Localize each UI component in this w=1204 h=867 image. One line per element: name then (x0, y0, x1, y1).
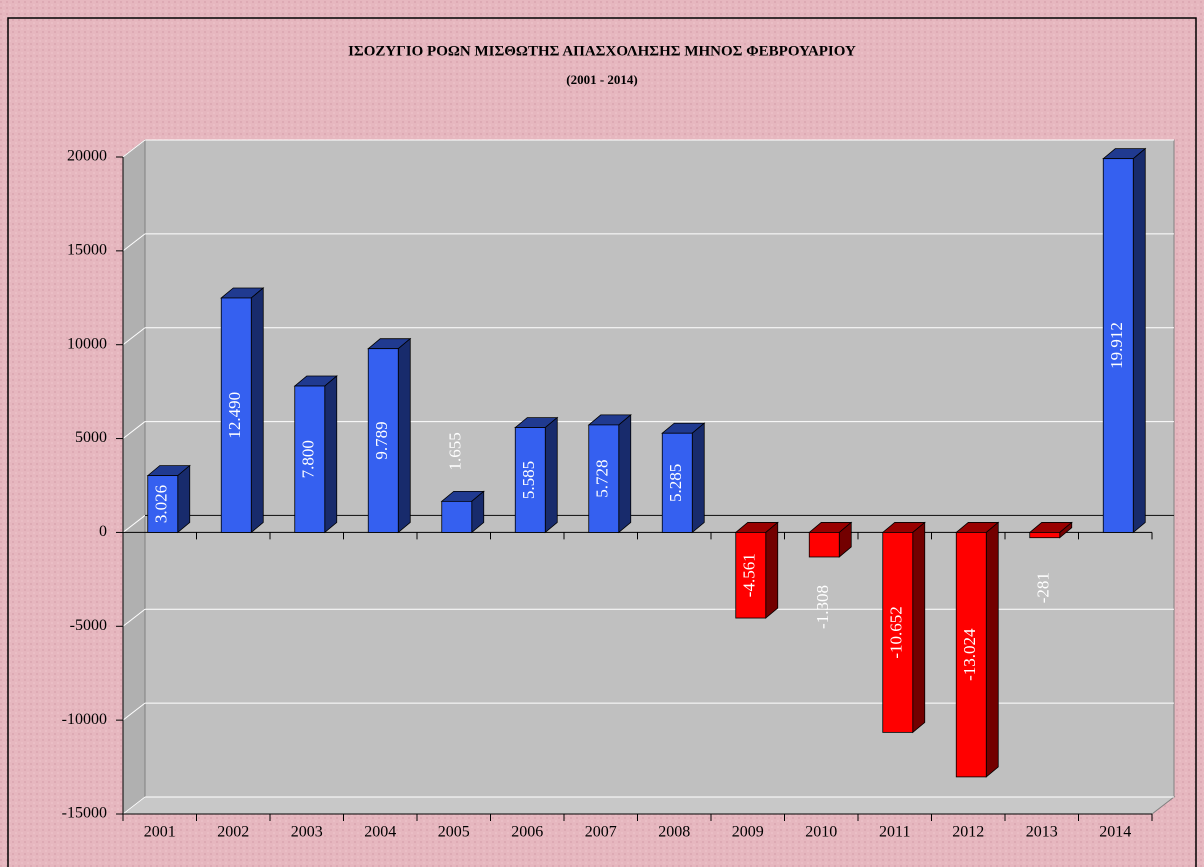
data-label: -281 (1034, 572, 1053, 603)
bar-side (544, 416, 558, 534)
bar-side (1132, 147, 1146, 534)
grid-line-side (122, 702, 146, 721)
x-tick-label: 2003 (291, 824, 323, 841)
bar (220, 297, 252, 533)
data-label: 12.490 (225, 392, 244, 439)
y-tick-label: 10000 (67, 335, 107, 352)
grid-line-side (122, 608, 146, 627)
x-tick-label: 2006 (511, 824, 543, 841)
floor (121, 796, 1176, 815)
chart-border (7, 17, 1197, 867)
data-label: 7.800 (299, 440, 318, 478)
data-label: 3.026 (152, 485, 171, 523)
x-tick-label: 2002 (217, 824, 249, 841)
y-tick-label: 20000 (67, 148, 107, 165)
x-tick-label: 2012 (952, 824, 984, 841)
bar (1029, 532, 1061, 539)
y-tick-label: 0 (99, 523, 107, 540)
bar-side (324, 375, 338, 534)
x-tick-label: 2013 (1026, 824, 1058, 841)
grid-line-side (122, 515, 146, 533)
y-tick-label: -10000 (62, 711, 107, 728)
bar-side (397, 337, 411, 534)
chart-subtitle: (2001 - 2014) (566, 72, 638, 87)
bar (661, 432, 693, 533)
bar-side (912, 521, 926, 734)
x-tick-label: 2005 (438, 824, 470, 841)
grid-line-side (122, 796, 146, 815)
bar-side (618, 414, 632, 534)
bar (808, 532, 840, 558)
bar-side (691, 422, 705, 534)
grid-line-side (122, 421, 146, 439)
data-label: -13.024 (960, 628, 979, 681)
bar-side (985, 521, 999, 778)
data-label: -1.308 (813, 585, 832, 629)
grid-line-side (122, 139, 146, 158)
grid-line-side (122, 327, 146, 346)
x-tick-label: 2007 (585, 824, 617, 841)
x-tick-label: 2001 (144, 824, 176, 841)
data-label: 5.285 (666, 464, 685, 502)
side-wall (122, 138, 146, 816)
y-tick-label: -15000 (62, 805, 107, 822)
data-label: 9.789 (372, 421, 391, 459)
y-tick-label: -5000 (70, 617, 107, 634)
data-label: 19.912 (1107, 322, 1126, 369)
y-tick-label: 15000 (67, 242, 107, 259)
x-tick-label: 2004 (364, 824, 396, 841)
bar-side (177, 464, 191, 534)
x-tick-label: 2009 (732, 824, 764, 841)
bar (147, 475, 179, 533)
y-tick-label: 5000 (75, 429, 107, 446)
bar (955, 532, 987, 778)
bar (441, 500, 473, 533)
grid-line-side (122, 233, 146, 252)
data-label: 5.728 (593, 460, 612, 498)
bar (882, 532, 914, 733)
data-label: 1.655 (446, 432, 465, 470)
data-label: -10.652 (887, 606, 906, 658)
bar (367, 348, 399, 533)
chart-title: ΙΣΟΖΥΓΙΟ ΡΟΩΝ ΜΙΣΘΩΤΗΣ ΑΠΑΣΧΟΛΗΣΗΣ ΜΗΝΟΣ… (348, 43, 856, 59)
bar (514, 427, 546, 533)
x-tick-label: 2011 (879, 824, 910, 841)
x-tick-label: 2008 (658, 824, 690, 841)
bar (294, 385, 326, 533)
bar-side (765, 521, 779, 619)
bar (588, 424, 620, 533)
x-tick-label: 2010 (805, 824, 837, 841)
data-label: 5.585 (519, 461, 538, 499)
bar-side (250, 287, 264, 534)
bar (1102, 158, 1134, 533)
x-tick-label: 2014 (1099, 824, 1131, 841)
data-label: -4.561 (740, 553, 759, 597)
bar (735, 532, 767, 619)
